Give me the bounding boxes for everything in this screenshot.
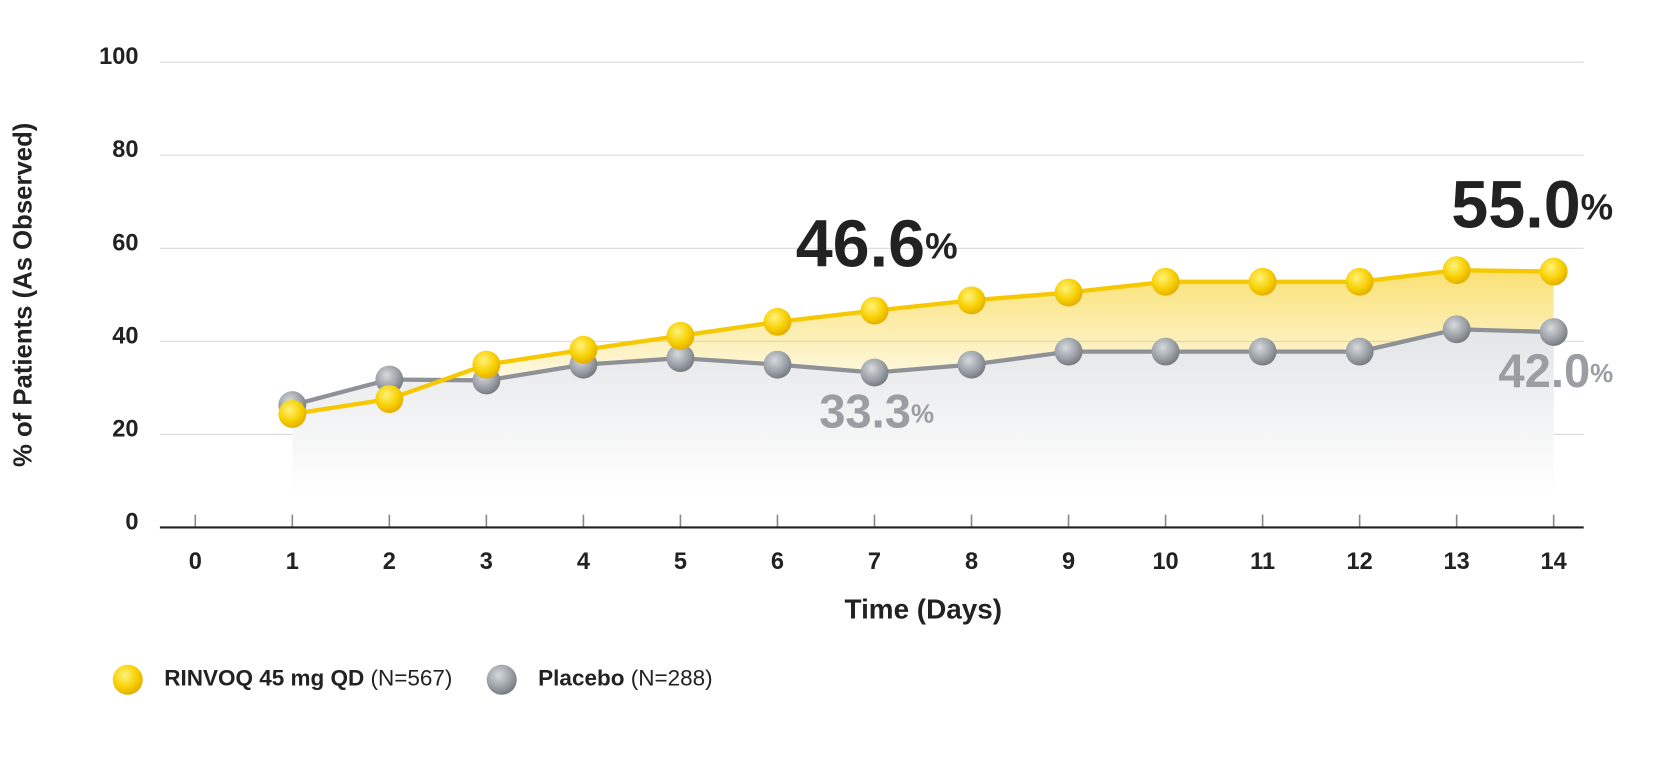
y-tick-label: 20 [112,415,138,441]
y-tick-label: 40 [112,322,138,348]
x-tick-label: 0 [189,548,202,574]
marker [1442,256,1471,285]
data-label: 42.0% [1498,344,1613,397]
x-tick-label: 12 [1347,548,1373,574]
y-tick-label: 80 [112,136,138,162]
x-axis-title: Time (Days) [845,593,1002,624]
marker [666,321,695,350]
legend-marker [112,664,143,695]
x-tick-label: 6 [771,548,784,574]
marker [1248,337,1277,366]
x-tick-label: 13 [1444,548,1470,574]
marker [957,286,986,315]
y-tick-label: 100 [99,43,138,69]
marker [1539,257,1568,286]
area [292,329,1554,496]
marker [763,350,792,379]
marker [375,365,404,394]
marker [472,350,501,379]
x-tick-label: 3 [480,548,493,574]
x-tick-label: 2 [383,548,396,574]
x-tick-label: 10 [1152,548,1178,574]
marker [569,335,598,364]
marker [375,385,404,414]
y-axis-title: % of Patients (As Observed) [10,123,38,467]
marker [1151,337,1180,366]
y-tick-label: 0 [125,508,138,534]
marker [1054,278,1083,307]
marker [763,307,792,336]
x-tick-label: 9 [1062,548,1075,574]
marker [1054,337,1083,366]
line [291,268,1554,417]
legend-label: RINVOQ 45 mg QD (N=567) [164,666,452,691]
marker [860,296,889,325]
x-tick-label: 7 [868,548,881,574]
x-tick-label: 5 [674,548,687,574]
marker [1442,315,1471,344]
x-tick-label: 4 [577,548,590,574]
line [291,327,1554,408]
marker [1345,267,1374,296]
marker [1539,318,1568,346]
marker [860,358,889,387]
marker [278,400,307,428]
legend-label: Placebo (N=288) [538,666,712,691]
marker [1345,337,1374,366]
data-label: 55.0% [1451,168,1613,242]
x-tick-label: 8 [965,548,978,574]
data-label: 46.6% [796,207,958,281]
y-tick-label: 60 [112,229,138,255]
x-tick-label: 1 [286,548,299,574]
x-tick-label: 11 [1250,548,1275,574]
data-label: 33.3% [819,385,934,438]
marker [1151,267,1180,296]
marker [957,350,986,379]
marker [666,344,695,373]
legend-marker [486,664,517,695]
marker [1248,267,1277,296]
x-tick-label: 14 [1541,548,1567,574]
